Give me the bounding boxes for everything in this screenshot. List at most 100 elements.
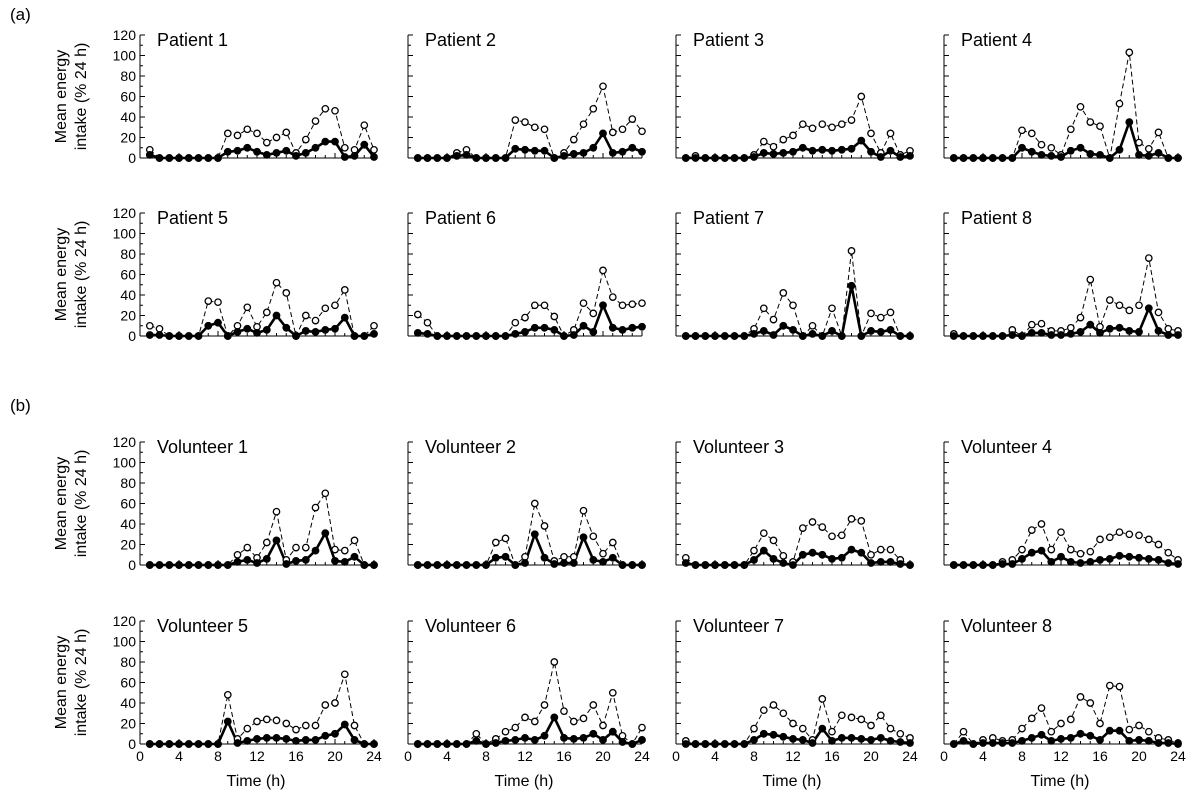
- open-point: [1135, 721, 1143, 730]
- panel-title: Patient 1: [157, 30, 228, 50]
- open-point: [828, 727, 836, 736]
- filled-point: [906, 561, 914, 569]
- filled-point: [579, 321, 588, 330]
- open-point: [1018, 126, 1026, 135]
- panel-title: Volunteer 6: [425, 616, 516, 636]
- filled-point: [301, 556, 310, 564]
- filled-point: [204, 740, 213, 748]
- filled-point: [769, 331, 778, 339]
- filled-point: [867, 327, 875, 335]
- x-tick-label: 4: [711, 748, 719, 764]
- filled-point: [262, 151, 271, 159]
- filled-point: [988, 561, 997, 569]
- filled-point: [818, 332, 827, 340]
- filled-point: [223, 717, 232, 726]
- filled-point: [550, 713, 559, 722]
- filled-point: [1135, 151, 1143, 159]
- filled-point: [501, 332, 510, 340]
- series-line-filled-markers: [417, 301, 643, 338]
- filled-point: [1008, 739, 1017, 747]
- open-point: [579, 506, 588, 515]
- x-tick-label: 4: [979, 748, 987, 764]
- open-point: [579, 714, 588, 723]
- open-point: [521, 313, 529, 322]
- x-tick-label: 0: [136, 748, 144, 764]
- y-tick-label: 40: [120, 695, 136, 711]
- series-line-filled-markers: [149, 313, 375, 338]
- filled-point: [1154, 327, 1163, 335]
- filled-point: [360, 561, 369, 569]
- filled-point: [608, 727, 617, 736]
- panel-patient-6: Patient 6: [407, 208, 646, 340]
- open-point: [472, 729, 481, 738]
- y-tick-label: 60: [120, 496, 136, 512]
- filled-point: [370, 330, 378, 338]
- open-point: [828, 123, 836, 132]
- y-axis-labels: Mean energy intake (% 24 h)Mean energy int…: [53, 43, 90, 737]
- filled-point: [1008, 154, 1017, 162]
- open-point: [1125, 48, 1134, 57]
- filled-point: [321, 731, 330, 740]
- panel-title: Patient 6: [425, 208, 496, 228]
- open-point: [223, 690, 232, 699]
- filled-point: [1174, 154, 1182, 162]
- filled-point: [311, 143, 320, 152]
- open-point: [340, 670, 349, 679]
- filled-point: [857, 735, 866, 743]
- filled-point: [759, 149, 768, 157]
- filled-point: [808, 330, 817, 338]
- open-point: [1037, 140, 1046, 149]
- open-point: [1144, 144, 1153, 153]
- filled-point: [1018, 332, 1026, 340]
- filled-point: [530, 530, 539, 539]
- open-point: [214, 298, 222, 307]
- open-point: [1115, 682, 1124, 691]
- filled-point: [1027, 548, 1036, 557]
- open-point: [1105, 533, 1114, 542]
- filled-point: [789, 147, 797, 156]
- filled-point: [1037, 151, 1046, 159]
- open-point: [262, 138, 271, 147]
- filled-point: [233, 146, 242, 155]
- filled-point: [847, 281, 856, 290]
- series-line-open-markers: [417, 501, 642, 566]
- filled-point: [681, 332, 690, 340]
- open-point: [808, 518, 817, 526]
- open-point: [828, 532, 836, 541]
- filled-point: [472, 154, 481, 162]
- filled-point: [175, 154, 183, 162]
- filled-point: [272, 536, 281, 545]
- open-point: [262, 715, 271, 724]
- open-point: [638, 723, 646, 732]
- y-tick-label: 80: [120, 68, 136, 84]
- open-point: [282, 128, 291, 137]
- x-tick-label: 24: [634, 748, 650, 764]
- open-point: [253, 129, 261, 138]
- open-point: [560, 552, 568, 561]
- x-tick-label: 16: [824, 748, 840, 764]
- filled-point: [589, 143, 598, 152]
- open-point: [818, 120, 827, 129]
- filled-point: [175, 561, 183, 569]
- open-point: [1066, 545, 1075, 554]
- open-point: [321, 104, 330, 113]
- filled-point: [1057, 552, 1065, 561]
- filled-point: [370, 740, 378, 748]
- filled-point: [311, 736, 320, 744]
- open-point: [253, 717, 261, 726]
- filled-point: [740, 154, 749, 162]
- filled-point: [837, 145, 846, 154]
- open-point: [272, 133, 281, 142]
- filled-point: [262, 555, 271, 563]
- open-point: [837, 531, 846, 540]
- filled-point: [311, 546, 320, 555]
- panel-title: Patient 4: [961, 30, 1032, 50]
- filled-point: [340, 153, 349, 161]
- open-point: [599, 82, 607, 91]
- filled-point: [847, 734, 856, 742]
- open-point: [1047, 727, 1056, 736]
- open-point: [262, 308, 271, 317]
- filled-point: [282, 735, 291, 743]
- y-tick-label: 120: [113, 434, 137, 450]
- filled-point: [711, 332, 719, 340]
